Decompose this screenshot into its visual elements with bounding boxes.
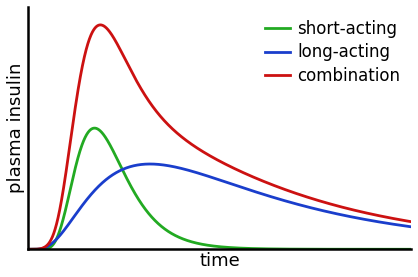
long-acting <box>148 162 153 166</box>
combination <box>25 248 30 251</box>
long-acting <box>189 170 194 173</box>
short-acting <box>401 248 406 251</box>
short-acting <box>189 240 194 243</box>
long-acting <box>69 219 74 222</box>
short-acting <box>92 127 97 130</box>
combination <box>172 129 177 133</box>
short-acting <box>172 234 177 237</box>
Line: combination: combination <box>28 25 411 249</box>
long-acting <box>92 189 97 193</box>
Y-axis label: plasma insulin: plasma insulin <box>7 63 25 193</box>
combination <box>189 143 194 146</box>
long-acting <box>172 165 177 169</box>
combination <box>360 211 365 214</box>
short-acting <box>69 183 74 186</box>
combination <box>408 220 413 223</box>
combination <box>69 132 74 135</box>
long-acting <box>25 248 30 251</box>
short-acting <box>360 248 365 251</box>
Line: long-acting: long-acting <box>28 164 411 249</box>
combination <box>401 219 406 222</box>
Line: short-acting: short-acting <box>28 128 411 249</box>
short-acting <box>25 248 30 251</box>
Legend: short-acting, long-acting, combination: short-acting, long-acting, combination <box>259 13 407 92</box>
short-acting <box>408 248 413 251</box>
combination <box>92 27 97 31</box>
short-acting <box>92 126 97 130</box>
X-axis label: time: time <box>199 252 240 270</box>
long-acting <box>360 217 365 220</box>
long-acting <box>401 224 406 227</box>
long-acting <box>408 225 413 229</box>
combination <box>98 23 103 27</box>
